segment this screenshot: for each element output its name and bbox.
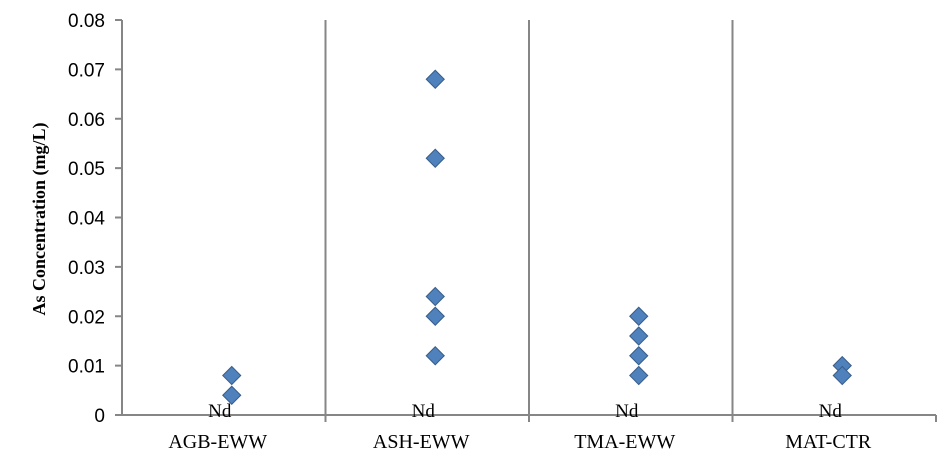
category-label: MAT-CTR (785, 431, 872, 453)
nd-label: Nd (615, 401, 639, 422)
data-point (630, 347, 648, 365)
category-label: AGB-EWW (168, 431, 267, 453)
y-tick-label: 0.08 (68, 11, 105, 32)
data-point (426, 307, 444, 325)
y-tick-label: 0.03 (68, 258, 105, 279)
y-tick-label: 0.07 (68, 60, 105, 81)
category-labels: AGB-EWW ASH-EWW TMA-EWW MAT-CTR (168, 431, 872, 453)
y-axis-title: As Concentration (mg/L) (29, 123, 50, 316)
data-point (426, 149, 444, 167)
data-points (223, 70, 852, 404)
data-point (426, 347, 444, 365)
y-tick-label: 0.05 (68, 159, 105, 180)
data-point (630, 327, 648, 345)
data-point (426, 70, 444, 88)
data-point (426, 288, 444, 306)
category-label: TMA-EWW (574, 431, 675, 453)
y-tick-label: 0.02 (68, 307, 105, 328)
axes (115, 20, 936, 422)
nd-label: Nd (412, 401, 436, 422)
data-point (630, 307, 648, 325)
nd-label: Nd (208, 401, 232, 422)
data-point (833, 367, 851, 385)
data-point (630, 367, 648, 385)
nd-labels: Nd Nd Nd Nd (208, 401, 842, 422)
y-tick-label: 0.01 (68, 357, 105, 378)
y-tick-labels: 0 0.01 0.02 0.03 0.04 0.05 0.06 0.07 0.08 (68, 11, 105, 427)
category-label: ASH-EWW (373, 431, 470, 453)
y-tick-label: 0.06 (68, 110, 105, 131)
y-tick-label: 0.04 (68, 209, 105, 230)
nd-label: Nd (819, 401, 843, 422)
data-point (223, 367, 241, 385)
y-tick-label: 0 (94, 406, 105, 427)
